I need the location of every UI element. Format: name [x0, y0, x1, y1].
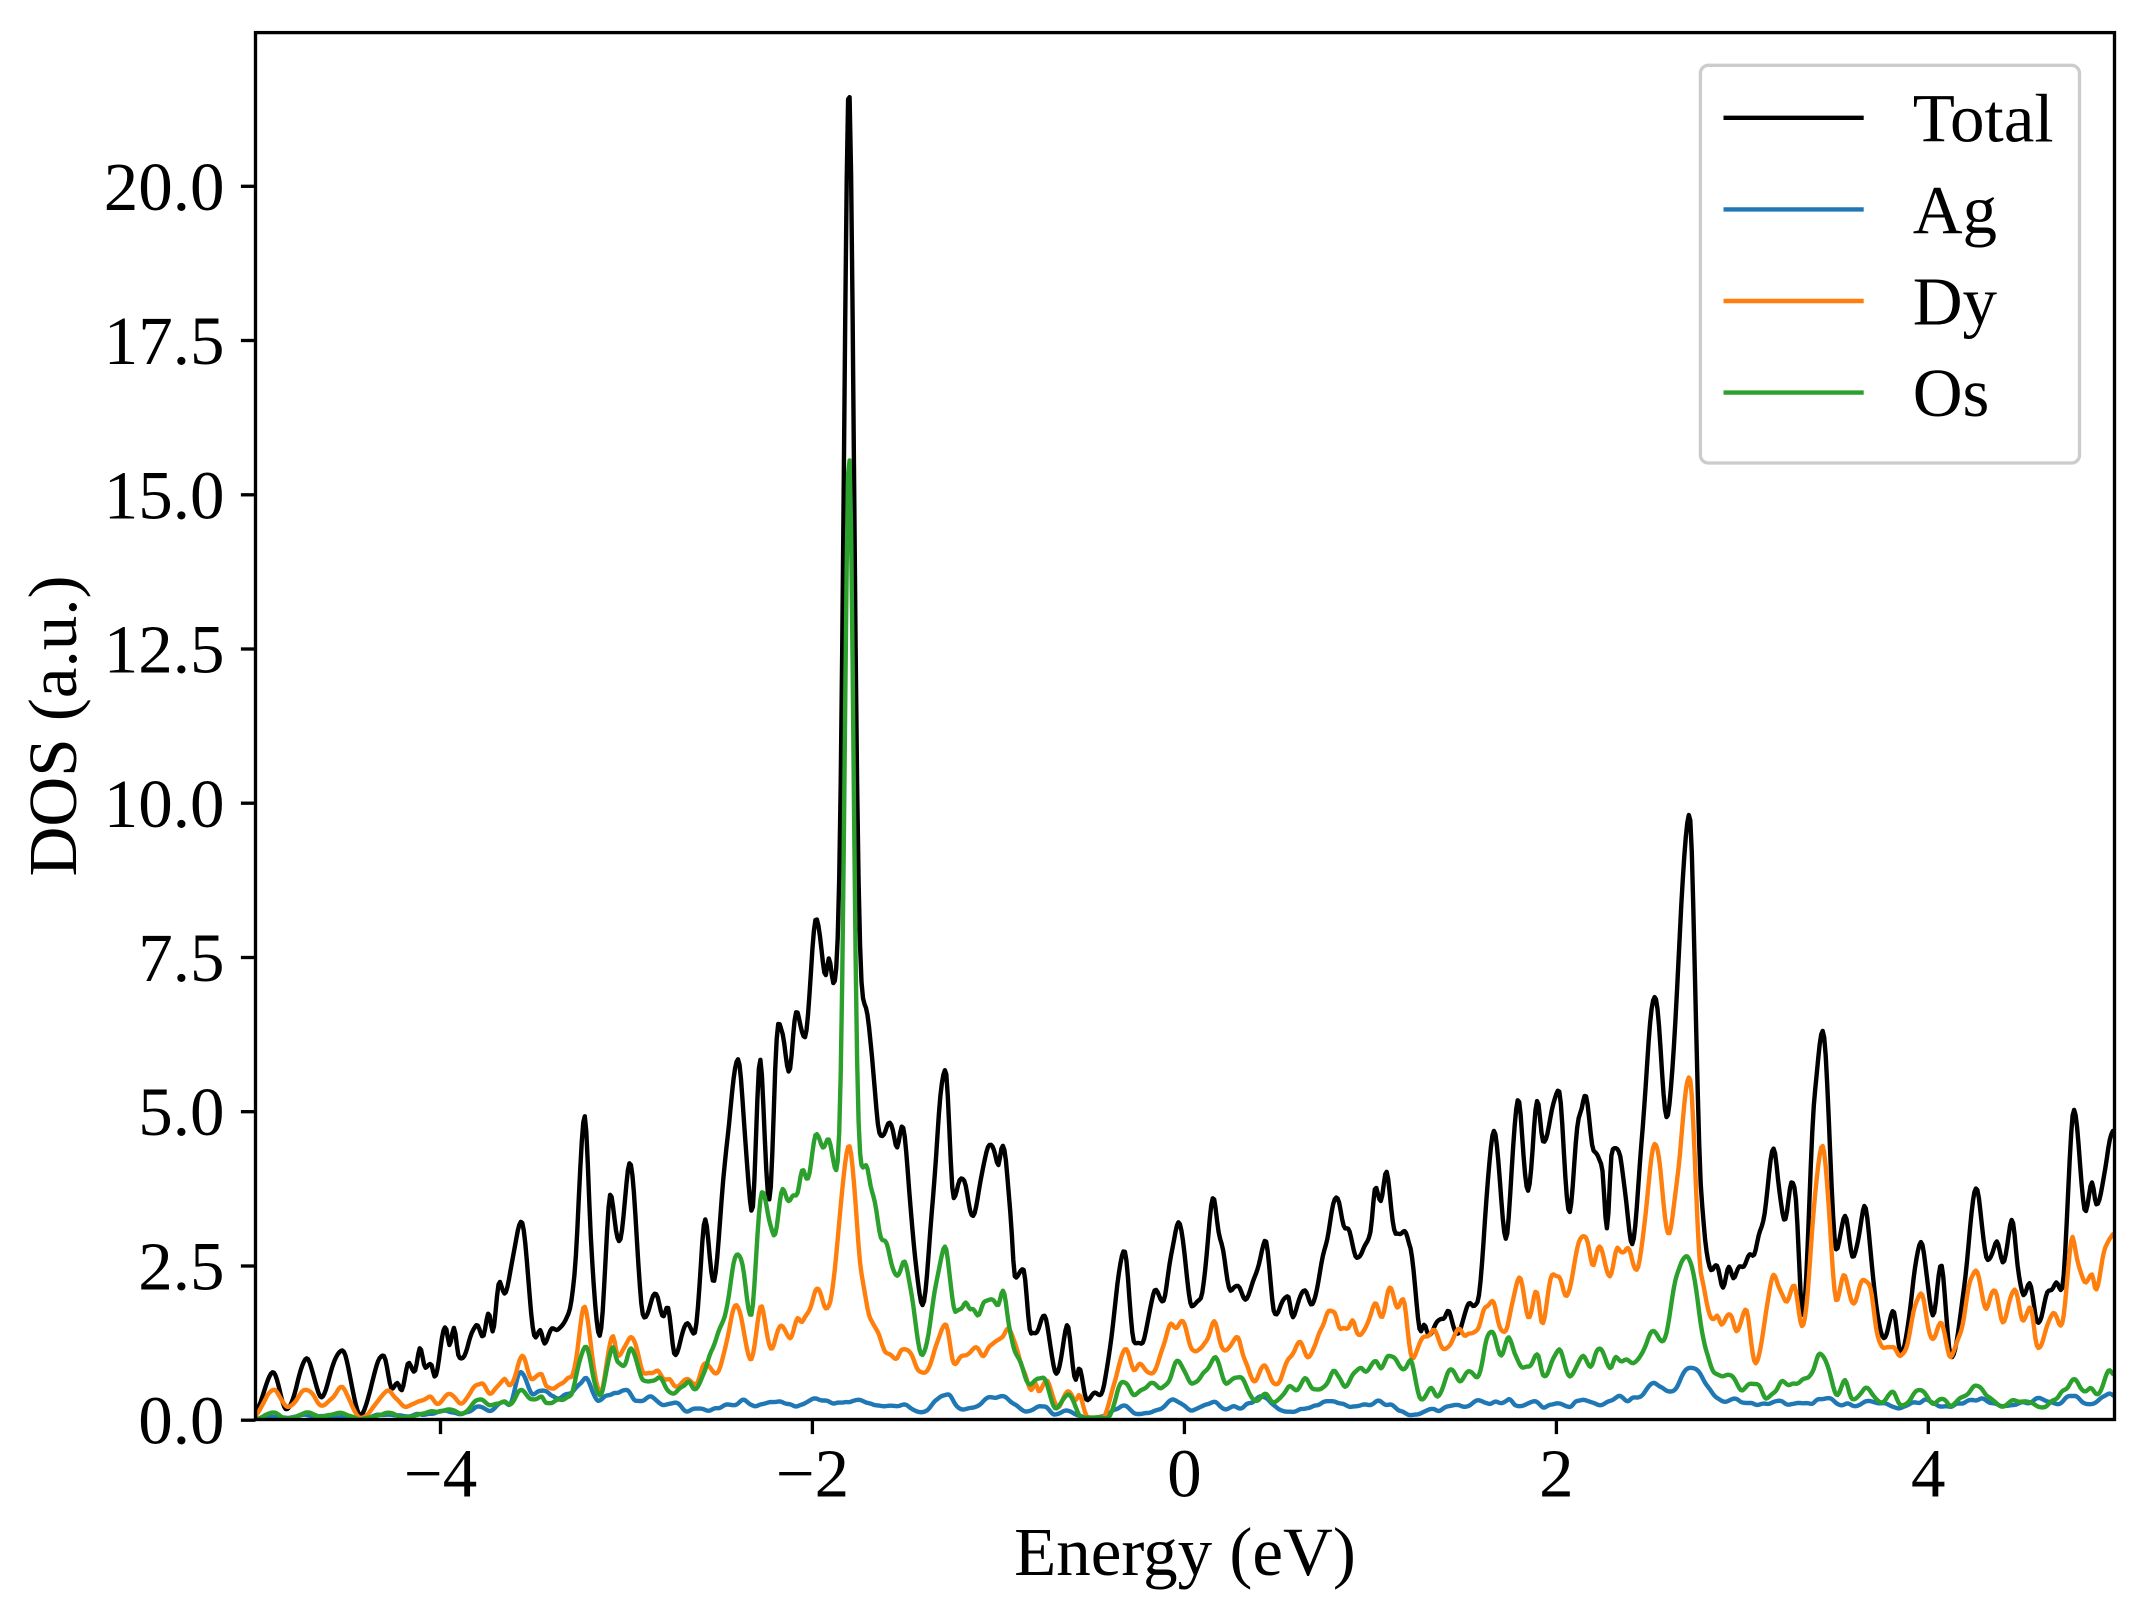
svg-text:5.0: 5.0	[138, 1074, 224, 1150]
svg-text:4: 4	[1911, 1436, 1946, 1512]
svg-text:7.5: 7.5	[138, 920, 224, 996]
svg-text:0: 0	[1167, 1436, 1202, 1512]
svg-text:Total: Total	[1913, 80, 2054, 156]
svg-text:15.0: 15.0	[104, 457, 225, 533]
svg-text:0.0: 0.0	[138, 1383, 224, 1459]
svg-text:Dy: Dy	[1913, 264, 1998, 340]
svg-text:−4: −4	[404, 1436, 477, 1512]
svg-text:2: 2	[1539, 1436, 1574, 1512]
svg-text:Os: Os	[1913, 355, 1990, 431]
svg-text:10.0: 10.0	[104, 766, 225, 842]
svg-text:−2: −2	[776, 1436, 849, 1512]
svg-text:2.5: 2.5	[138, 1229, 224, 1305]
svg-text:DOS (a.u.): DOS (a.u.)	[15, 576, 91, 877]
svg-text:20.0: 20.0	[104, 149, 225, 225]
svg-text:Ag: Ag	[1913, 172, 1997, 248]
svg-text:Energy (eV): Energy (eV)	[1014, 1514, 1356, 1590]
svg-text:17.5: 17.5	[104, 303, 225, 379]
svg-text:12.5: 12.5	[104, 612, 225, 688]
